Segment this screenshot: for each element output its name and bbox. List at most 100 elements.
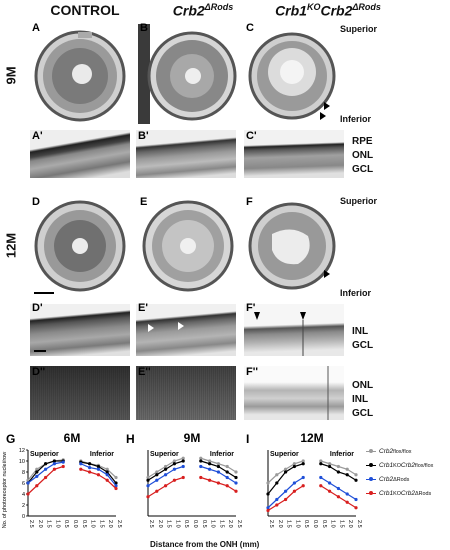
scale-bar-small [34, 350, 46, 352]
chart-2-series-3-point [301, 484, 305, 488]
chart-0-superior-label: Superior [30, 451, 59, 458]
legend-item-crb2-flox: Crb2 flox/flox [366, 448, 411, 455]
chart-0-xtick-label: 2.0 [107, 520, 113, 528]
chart-0-series-1-point [35, 470, 39, 474]
chart-1-superior-label: Superior [150, 451, 179, 458]
chart-1-series-2-point [234, 481, 238, 485]
panel-label-i: I [246, 432, 250, 446]
legend-item-crb2-drods: Crb2 ΔRods [366, 476, 409, 483]
histology-b1 [136, 130, 236, 178]
chart-1-series-0-point [208, 459, 212, 463]
chart-0-ytick-label: 2 [22, 503, 25, 509]
chart-0-xtick-label: 2.0 [37, 520, 43, 528]
eye-panel-a [30, 24, 130, 124]
chart-0-series-1-point [88, 462, 92, 466]
chart-1-xtick-label: 1.5 [218, 520, 224, 528]
chart-0-xtick-label: 1.5 [46, 520, 52, 528]
chart-2-series-1-point [345, 473, 349, 477]
chart-0-ytick-label: 12 [19, 448, 25, 454]
orientation-inferior-12m: Inferior [340, 288, 372, 298]
chart-1-series-0-point [164, 464, 168, 469]
chart-y-axis-title: No. of photoreceptor nuclei/row [2, 452, 8, 528]
chart-2-series-2-point [284, 489, 288, 493]
chart-0-series-2-point [52, 462, 57, 466]
chart-0-series-3-point [52, 467, 57, 471]
chart-0-ytick-label: 8 [22, 470, 25, 476]
column-header-crb1-crb2: Crb1KOCrb2ΔRods [275, 2, 381, 19]
chart-0-series-2-point [96, 467, 100, 471]
chart-2-series-0-point [336, 464, 340, 469]
chart-1-series-0-point [155, 470, 159, 474]
panel-label-b: B [140, 22, 148, 34]
panel-label-h: H [126, 432, 135, 446]
panel-label-d1: D' [32, 302, 43, 314]
chart-0-series-3-point [105, 478, 109, 482]
chart-1-xtick-label: 2.0 [157, 520, 163, 528]
chart-1-series-1-point [234, 475, 238, 480]
chart-2-xtick-label: 1.0 [330, 520, 336, 528]
layer-label-gcl: GCL [352, 164, 374, 175]
chart-2-series-3-point [284, 497, 288, 502]
chart-1-xtick-label: 2.5 [148, 520, 154, 528]
chart-1-series-0-point [146, 475, 150, 480]
chart-2-series-2-point [336, 486, 340, 491]
chart-2-series-1-point [301, 462, 305, 466]
chart-1-xtick-label: 0.0 [192, 520, 198, 528]
chart-2-series-0-point [345, 467, 349, 471]
chart-2-series-0-point [284, 467, 288, 471]
layer-label-onl: ONL [352, 150, 374, 161]
chart-1-xtick-label: 0.5 [201, 520, 207, 528]
chart-2-series-2-point [292, 481, 296, 485]
chart-0-inferior-label: Inferior [90, 451, 114, 458]
chart-2-xtick-label: 2.0 [277, 520, 283, 528]
chart-2-xtick-label: 1.0 [294, 520, 300, 528]
chart-2-series-1-point [275, 481, 279, 485]
chart-2-inferior-label: Inferior [330, 451, 354, 458]
chart-2-series-3-point [292, 489, 296, 493]
chart-1-series-1-point [199, 459, 203, 463]
chart-0-series-2-point [26, 481, 30, 485]
chart-1-series-2-point [216, 470, 220, 474]
panel-label-d2: D'' [32, 366, 46, 378]
chart-2-title: 12M [300, 431, 323, 445]
chart-2-xtick-label: 0.0 [312, 520, 318, 528]
chart-1-inferior-label: Inferior [210, 451, 234, 458]
chart-0-series-2-point [61, 460, 65, 464]
chart-1-xtick-label: 1.5 [166, 520, 172, 528]
chart-2-series-0-point [319, 459, 323, 463]
chart-0-series-1-point [96, 464, 100, 469]
layer-label-rpe: RPE [352, 136, 373, 147]
chart-1-series-0-point [234, 470, 238, 474]
chart-1-series-0-point [225, 464, 229, 469]
scale-bar [34, 292, 54, 294]
chart-2-series-1-point [319, 462, 323, 466]
chart-1-series-3-point [164, 484, 168, 488]
chart-1-series-3-point [216, 481, 220, 485]
chart-0-series-0-point [35, 467, 39, 471]
chart-0-series-2-point [114, 484, 118, 488]
chart-1-series-2-point [164, 473, 168, 477]
histology-d2 [30, 366, 130, 420]
histology-e1 [136, 304, 236, 356]
panel-label-e1: E' [138, 302, 148, 314]
chart-2-xtick-label: 1.5 [338, 520, 344, 528]
chart-2-xtick-label: 0.5 [321, 520, 327, 528]
chart-1-series-3-point [146, 495, 150, 499]
panel-label-e: E [140, 196, 148, 208]
chart-1-title: 9M [184, 431, 201, 445]
chart-0-series-2-point [88, 466, 92, 470]
chart-2-series-0-point [328, 462, 332, 466]
panel-label-b1: B' [138, 130, 149, 142]
chart-0-ytick-label: 0 [22, 514, 25, 520]
panel-label-d: D [32, 196, 40, 208]
chart-0-series-3-point [79, 467, 83, 471]
layer-label-onl-2: ONL [352, 380, 374, 391]
chart-2-series-0-point [266, 481, 270, 485]
histology-f1 [244, 304, 344, 356]
chart-2-series-2-point [328, 481, 332, 485]
chart-1-series-3-point [172, 478, 176, 482]
chart-2-series-2-point [266, 506, 270, 510]
chart-1-series-1-point [172, 462, 176, 466]
chart-2-xtick-label: 0.5 [303, 520, 309, 528]
chart-0-series-0-point [114, 475, 118, 480]
